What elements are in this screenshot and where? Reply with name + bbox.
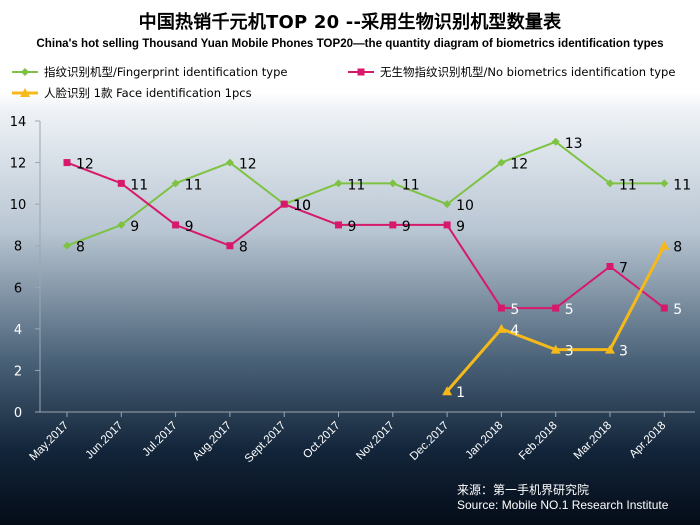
x-tick-label: Apr.2018 xyxy=(627,420,668,461)
data-label: 9 xyxy=(348,219,357,235)
x-tick-label: Jan.2018 xyxy=(464,420,506,462)
data-point-square xyxy=(389,221,397,229)
y-tick-label: 12 xyxy=(10,157,27,172)
data-label: 9 xyxy=(402,219,411,235)
data-label: 9 xyxy=(130,219,139,235)
y-tick-label: 8 xyxy=(14,240,22,255)
x-tick-label: May.2017 xyxy=(28,420,72,464)
source-line-en: Source: Mobile NO.1 Research Institute xyxy=(457,498,669,512)
chart-subtitle: China's hot selling Thousand Yuan Mobile… xyxy=(36,37,664,50)
data-point-square xyxy=(335,221,342,229)
data-label: 4 xyxy=(510,323,519,339)
data-label: 12 xyxy=(510,157,528,173)
data-point-diamond xyxy=(606,179,614,188)
data-point-diamond xyxy=(171,179,180,188)
data-point-diamond xyxy=(225,158,234,167)
data-label: 9 xyxy=(456,219,465,235)
data-point-diamond xyxy=(497,158,506,167)
x-tick-label: Mar.2018 xyxy=(572,420,614,462)
y-tick-label: 0 xyxy=(14,406,22,421)
data-label: 8 xyxy=(673,240,682,256)
data-label: 11 xyxy=(130,177,148,193)
data-point-square xyxy=(606,263,614,270)
data-point-square xyxy=(117,179,125,187)
data-label: 13 xyxy=(565,136,583,152)
data-point-diamond xyxy=(117,220,126,229)
y-tick-label: 10 xyxy=(10,198,27,213)
x-tick-label: Jul.2017 xyxy=(140,420,179,459)
x-tick-label: Aug.2017 xyxy=(191,420,234,463)
legend-label-no-biometrics: 无生物指纹识别机型/No biometrics identification t… xyxy=(380,65,676,79)
legend-marker-triangle-icon xyxy=(12,88,38,97)
legend-item-fingerprint: 指纹识别机型/Fingerprint identification type xyxy=(12,64,287,80)
source-line-cn: 来源：第一手机界研究院 xyxy=(457,483,590,497)
legend-label-face: 人脸识别 1款 Face identification 1pcs xyxy=(44,86,252,100)
data-point-diamond xyxy=(660,179,669,188)
data-point-diamond xyxy=(443,200,452,209)
data-point-square xyxy=(443,221,451,229)
data-label: 12 xyxy=(76,157,94,173)
data-point-square xyxy=(280,200,288,208)
y-tick-label: 2 xyxy=(14,364,22,379)
legend-marker-diamond-icon xyxy=(12,68,38,76)
data-label: 10 xyxy=(293,198,311,214)
data-label: 10 xyxy=(456,198,474,214)
legend-item-no-biometrics: 无生物指纹识别机型/No biometrics identification t… xyxy=(348,64,675,80)
data-point-triangle xyxy=(442,386,453,396)
data-label: 11 xyxy=(185,177,203,193)
data-label: 5 xyxy=(565,302,574,318)
data-label: 8 xyxy=(76,240,85,256)
data-label: 9 xyxy=(185,219,194,235)
data-point-square xyxy=(497,304,505,312)
data-label: 5 xyxy=(510,302,519,318)
data-point-square xyxy=(552,304,560,312)
series-line-2 xyxy=(445,245,666,393)
data-point-diamond xyxy=(551,137,560,146)
x-tick-label: Sept.2017 xyxy=(243,420,289,466)
legend-label-fingerprint: 指纹识别机型/Fingerprint identification type xyxy=(44,65,288,79)
y-tick-label: 14 xyxy=(10,115,27,130)
data-point-square xyxy=(660,304,668,312)
data-label: 3 xyxy=(619,344,628,360)
data-label: 5 xyxy=(673,302,682,318)
data-label: 3 xyxy=(565,344,574,360)
source-note: 来源：第一手机界研究院 Source: Mobile NO.1 Research… xyxy=(457,483,668,513)
data-point-diamond xyxy=(63,241,71,250)
data-label: 11 xyxy=(673,177,691,193)
series-line-0 xyxy=(66,140,665,247)
data-point-diamond xyxy=(388,179,397,188)
data-label: 8 xyxy=(239,240,248,256)
data-label: 12 xyxy=(239,157,257,173)
legend-marker-square-icon xyxy=(348,68,374,76)
data-point-triangle xyxy=(496,323,507,333)
data-label: 11 xyxy=(402,177,420,193)
data-point-square xyxy=(63,159,71,167)
data-point-triangle xyxy=(659,240,670,250)
x-tick-label: Dec.2017 xyxy=(408,420,451,463)
data-label: 11 xyxy=(348,177,366,193)
y-tick-label: 4 xyxy=(14,323,22,338)
x-tick-label: Oct.2017 xyxy=(301,420,342,461)
x-tick-label: Feb.2018 xyxy=(517,420,560,463)
chart-title: 中国热销千元机TOP 20 --采用生物识别机型数量表 xyxy=(138,12,562,33)
data-label: 11 xyxy=(619,177,637,193)
data-label: 7 xyxy=(619,261,628,277)
data-label: 1 xyxy=(456,385,465,401)
data-point-triangle xyxy=(605,344,615,354)
x-tick-label: Jun.2017 xyxy=(83,420,125,462)
data-point-diamond xyxy=(334,179,343,188)
data-point-square xyxy=(172,221,180,229)
data-point-triangle xyxy=(550,344,561,354)
series-line-1 xyxy=(66,161,665,310)
legend-item-face: 人脸识别 1款 Face identification 1pcs xyxy=(12,85,252,101)
data-point-square xyxy=(226,242,234,250)
x-tick-label: Nov.2017 xyxy=(354,420,397,463)
y-tick-label: 6 xyxy=(14,281,22,296)
